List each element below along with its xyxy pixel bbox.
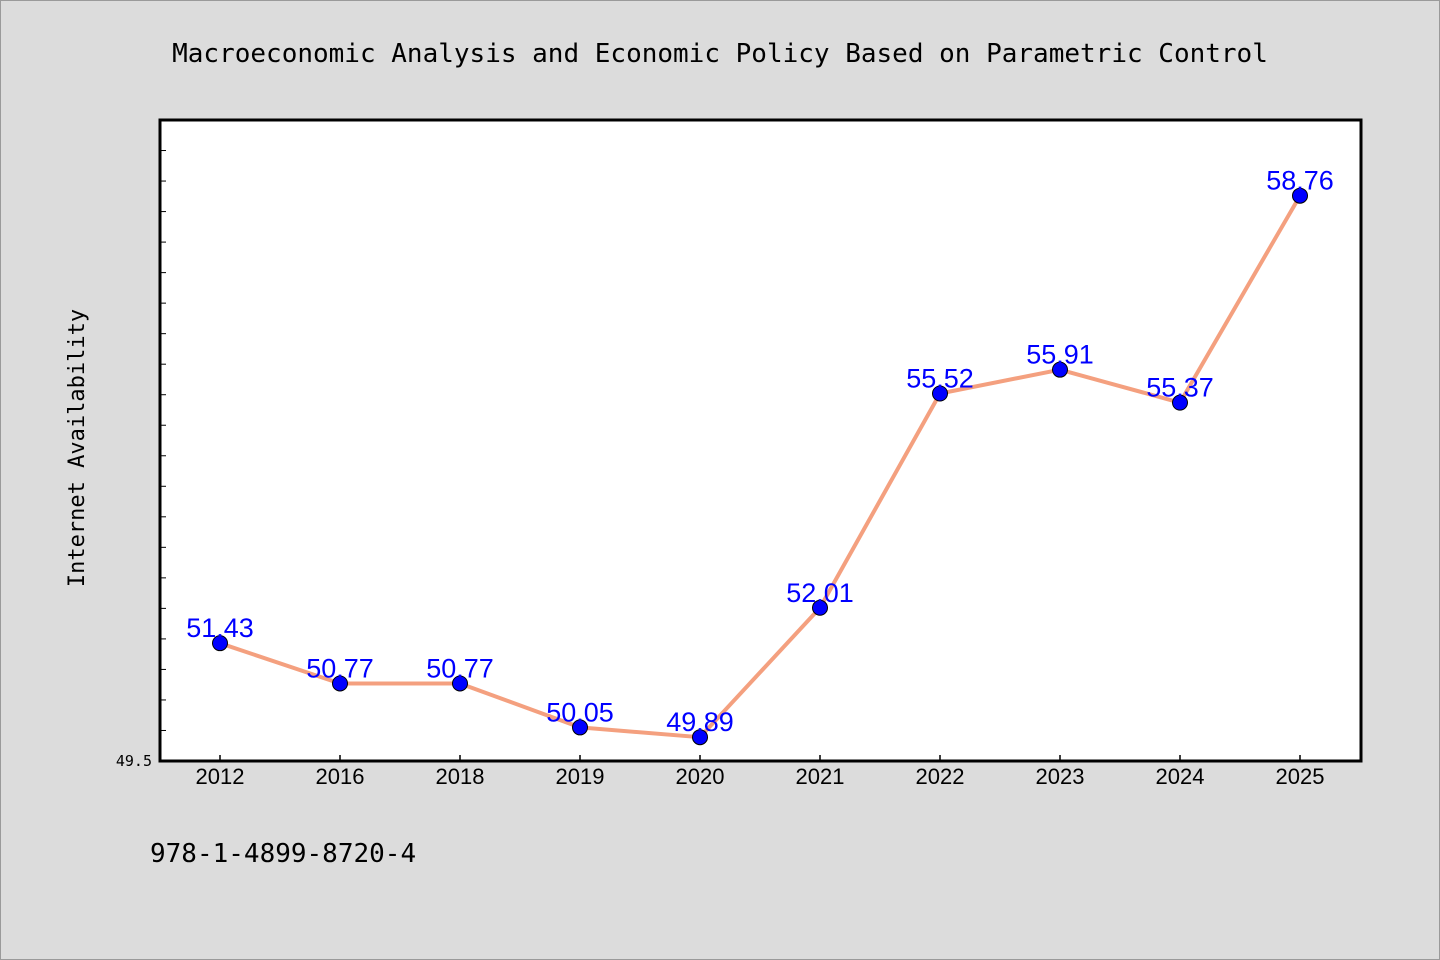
x-tick-label: 2019 bbox=[556, 764, 605, 789]
x-tick-label: 2021 bbox=[796, 764, 845, 789]
x-tick-label: 2025 bbox=[1276, 764, 1325, 789]
plot-area bbox=[158, 118, 1363, 763]
data-point bbox=[1292, 187, 1308, 204]
data-label: 50.77 bbox=[306, 653, 374, 683]
data-point bbox=[332, 675, 348, 692]
data-point bbox=[1052, 361, 1068, 378]
data-point bbox=[932, 385, 948, 402]
data-point bbox=[692, 729, 708, 746]
data-labels: 51.43 50.77 50.77 50.05 49.89 52.01 55.52 55.91… bbox=[186, 166, 1334, 737]
data-point bbox=[572, 719, 588, 736]
data-label: 58.76 bbox=[1266, 166, 1334, 196]
y-axis-label: Internet Availability bbox=[65, 309, 90, 587]
data-point bbox=[812, 599, 828, 616]
series-lines bbox=[219, 194, 1302, 740]
data-label: 49.89 bbox=[666, 707, 734, 737]
data-label: 55.91 bbox=[1026, 340, 1094, 370]
x-tick-label: 2022 bbox=[916, 764, 965, 789]
x-tick-label: 2012 bbox=[196, 764, 245, 789]
data-label: 55.37 bbox=[1146, 373, 1214, 403]
data-markers bbox=[212, 187, 1308, 746]
series-line bbox=[219, 194, 1302, 740]
data-point bbox=[452, 675, 468, 692]
x-axis-tick-labels: 2012 2016 2018 2019 2020 2021 2022 2023 2024 2025 bbox=[196, 764, 1325, 789]
data-label: 55.52 bbox=[906, 363, 974, 393]
data-point bbox=[1172, 394, 1188, 411]
x-tick-label: 2023 bbox=[1036, 764, 1085, 789]
y-axis-tick-labels: 49.5 bbox=[116, 752, 152, 770]
data-point bbox=[212, 635, 228, 652]
chart-title: Macroeconomic Analysis and Economic Poli… bbox=[172, 39, 1268, 69]
data-label: 51.43 bbox=[186, 613, 254, 643]
x-tick-label: 2018 bbox=[436, 764, 485, 789]
x-tick-label: 2020 bbox=[676, 764, 725, 789]
x-tick-label: 2024 bbox=[1156, 764, 1205, 789]
x-axis-ticks bbox=[219, 755, 1301, 761]
data-label: 52.01 bbox=[786, 578, 854, 608]
y-tick-label: 49.5 bbox=[116, 752, 152, 770]
x-tick-label: 2016 bbox=[316, 764, 365, 789]
data-label: 50.77 bbox=[426, 653, 494, 683]
data-label: 50.05 bbox=[546, 697, 614, 727]
isbn-footer: 978-1-4899-8720-4 bbox=[150, 839, 416, 869]
y-axis-ticks bbox=[160, 150, 166, 731]
